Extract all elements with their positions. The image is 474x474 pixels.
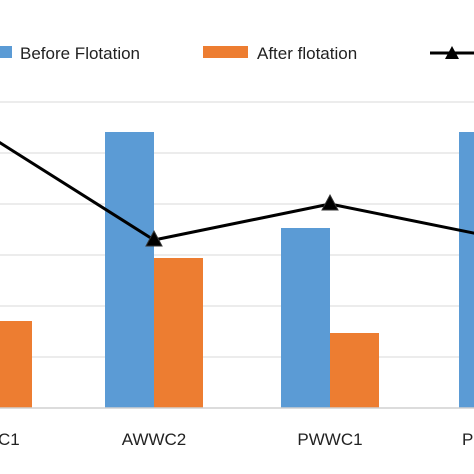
legend-swatch-before-flotation — [0, 46, 12, 58]
x-tick-labels: C1 AWWC2 PWWC1 P — [0, 430, 473, 449]
legend-swatch-after-flotation — [203, 46, 248, 58]
line-series — [0, 140, 474, 247]
bar-before-flotation-pwwc2 — [459, 132, 474, 408]
legend-label-after-flotation: After flotation — [257, 44, 357, 63]
x-tick-label: C1 — [0, 430, 20, 449]
bar-after-flotation-pwwc1 — [330, 333, 379, 408]
x-tick-label: AWWC2 — [122, 430, 187, 449]
bar-after-flotation-awwc2 — [154, 258, 203, 408]
x-tick-label: PWWC1 — [297, 430, 362, 449]
legend-triangle-marker-icon — [445, 46, 459, 59]
bars — [0, 132, 474, 408]
legend-label-before-flotation: Before Flotation — [20, 44, 140, 63]
bar-after-flotation-awwc1 — [0, 321, 32, 408]
bar-before-flotation-awwc2 — [105, 132, 154, 408]
line-point-pwwc1 — [321, 193, 339, 211]
gridlines — [0, 101, 474, 358]
bar-before-flotation-pwwc1 — [281, 228, 330, 408]
line-series-path — [0, 140, 474, 242]
line-point-awwc2 — [145, 229, 163, 247]
legend: Before Flotation After flotation — [0, 44, 474, 63]
x-tick-label: P — [462, 430, 473, 449]
